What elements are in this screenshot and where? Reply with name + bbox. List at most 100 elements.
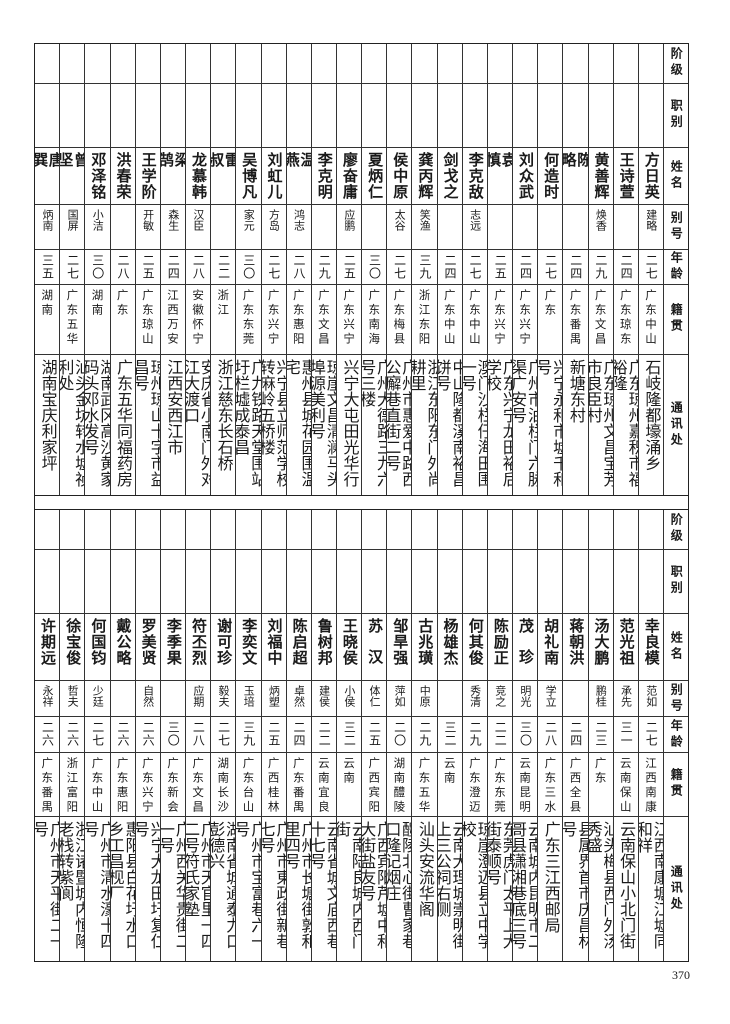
- person-row: 刘福中 炳塑 二五 广西桂林 广州市東政街新巷七号: [260, 510, 286, 961]
- cell-name: 剑戈之: [437, 148, 462, 206]
- person-address: 江西安西江市: [164, 358, 184, 455]
- person-row: 李季果 三〇 广东新会 广州西关华贵街二一号: [159, 510, 186, 961]
- cell-name: 夏炳仁: [362, 148, 387, 206]
- person-age: 三二: [342, 721, 357, 748]
- person-age: 二四: [619, 254, 634, 281]
- cell-address: 广东琼州文昌宝芳市良臣村: [589, 355, 613, 495]
- person-address: 惠州县城花园围温宅: [286, 358, 311, 487]
- person-age: 三〇: [241, 254, 256, 281]
- person-name: 胡礼南: [542, 617, 561, 666]
- cell-alias: 志远: [462, 205, 487, 251]
- person-address: 广州大德路三九六号三楼: [362, 358, 387, 487]
- cell-position: [110, 84, 135, 148]
- cell-native-place: 广东番禺: [35, 753, 60, 817]
- person-row: 徐宝俊 哲夫 二六 浙江富阳 浙江诸暨城内恒隆老栈转紫阆: [59, 510, 85, 961]
- person-row: 古兆璜 中原 二九 广东五华 汕头安流华阁: [411, 510, 437, 961]
- cell-rank: [412, 510, 437, 550]
- cell-rank: [85, 44, 110, 84]
- person-name: 鲁树邦: [315, 617, 334, 666]
- person-row: 何其俊 秀清 二九 广东澄迈 琼崖澄迈县立中学校: [461, 510, 487, 961]
- person-native-place: 广东番禺: [40, 756, 55, 815]
- cell-alias: 建略: [638, 205, 663, 251]
- person-alias: 森生: [166, 209, 180, 232]
- cell-address: 广东兴宁龙田裕后学校: [488, 355, 512, 495]
- person-alias: 毅夫: [217, 685, 231, 708]
- person-name: 洪春荣: [114, 151, 133, 200]
- person-name: 徐宝俊: [64, 617, 83, 666]
- cell-address: 汕头安流华阁: [412, 817, 436, 961]
- person-native-place: 广东惠阳: [115, 756, 130, 815]
- person-native-place: 广东文昌: [191, 756, 206, 815]
- cell-alias: 永祥: [35, 681, 60, 718]
- person-native-place: 云南宜良: [316, 756, 331, 815]
- header-label-name: 姓名: [669, 630, 684, 663]
- cell-age: 二七: [85, 717, 110, 753]
- person-row: 苏汉 体仁 二五 广西宾阳 广西宾阳芦墟中和大街盐友号: [361, 510, 387, 961]
- cell-age: 三二: [336, 717, 362, 753]
- person-age: 二七: [644, 254, 659, 281]
- cell-rank: [135, 44, 160, 84]
- cell-rank: [286, 44, 311, 84]
- cell-rank: [85, 510, 110, 550]
- cell-name: 罗美贤: [135, 614, 160, 682]
- person-age: 二八: [292, 254, 307, 281]
- person-alias: 应鹏: [342, 209, 356, 232]
- person-native-place: 广东兴宁: [518, 288, 533, 347]
- person-native-place: 广东番禺: [568, 288, 583, 347]
- cell-name: 汤大鹏: [588, 614, 613, 682]
- person-address: 澳门沙栏仔海田围一号: [462, 358, 487, 487]
- header-label-address: 通讯处: [669, 864, 684, 913]
- header-cell-address: 通讯处: [664, 817, 688, 961]
- person-row: 罗美贤 自然 二六 广东兴宁 兴宁大龙田圩复仁号: [134, 510, 160, 961]
- cell-name: 陈励正: [487, 614, 513, 682]
- person-row: 谢可珍 毅夫 二七 湖南长沙 湖南省城通泰力口彭德兴: [210, 510, 236, 961]
- person-alias: 建略: [644, 209, 658, 232]
- person-native-place: 广西桂林: [266, 756, 281, 815]
- person-row: 梁鹄 森生 二四 江西万安 江西安西江市: [159, 44, 186, 495]
- cell-age: 二八: [186, 717, 211, 753]
- cell-rank: [563, 44, 588, 84]
- person-native-place: 广西全县: [568, 756, 583, 815]
- cell-name: 刘虹儿: [261, 148, 286, 206]
- person-alias: 永祥: [40, 685, 54, 708]
- cell-position: [387, 84, 412, 148]
- person-name: 刘虹儿: [265, 151, 284, 200]
- cell-rank: [60, 510, 85, 550]
- person-age: 二七: [392, 254, 407, 281]
- cell-name: 杨雄杰: [437, 614, 462, 682]
- person-native-place: 广东澄迈: [467, 756, 482, 815]
- cell-address: 江西南康塘江墟同和祥: [639, 817, 663, 961]
- cell-address: 兴宁永和市墟千和号: [538, 355, 562, 495]
- person-address: 湖南宝庆利家坪: [38, 358, 58, 471]
- cell-age: 二二: [311, 717, 336, 753]
- cell-native-place: 广东番禺: [563, 285, 588, 355]
- person-age: 二四: [292, 721, 307, 748]
- person-row: 王诗萱 二四 广东琼东 广东琼州嘉积市福裕隆: [612, 44, 638, 495]
- person-row: 雷叔 二二 浙江 浙江慈东长石桥: [210, 44, 236, 495]
- person-row: 方日英 建略 二七 广东中山 石岐隆都壕涌乡: [637, 44, 663, 495]
- cell-alias: 小洁: [85, 205, 110, 251]
- cell-alias: 笑渔: [412, 205, 437, 251]
- header-label-position: 职别: [669, 99, 684, 132]
- person-native-place: 云南: [442, 756, 457, 786]
- person-name: 王晓侯: [340, 617, 359, 666]
- cell-name: 侯中原: [387, 148, 412, 206]
- header-cell-native-place: 籍贯: [664, 285, 688, 355]
- cell-address: 惠州县城花园围温宅: [287, 355, 311, 495]
- cell-age: 二四: [513, 250, 538, 285]
- person-row: 杨雄杰 三二 云南 云南大理城崇明街上三公祠右侧: [436, 510, 462, 961]
- cell-alias: [160, 681, 186, 718]
- cell-position: [487, 84, 513, 148]
- cell-name: 李季果: [160, 614, 186, 682]
- person-native-place: 安徽怀宁: [191, 288, 206, 347]
- header-cell-name: 姓名: [664, 614, 688, 682]
- person-name: 曾坚: [60, 151, 85, 183]
- cell-position: [236, 84, 261, 148]
- cell-position: [261, 550, 286, 614]
- cell-age: 二七: [211, 717, 236, 753]
- person-native-place: 广东中山: [643, 288, 658, 347]
- person-native-place: 广东中山: [90, 756, 105, 815]
- person-name: 古兆璜: [416, 617, 435, 666]
- cell-rank: [362, 510, 387, 550]
- cell-position: [387, 550, 412, 614]
